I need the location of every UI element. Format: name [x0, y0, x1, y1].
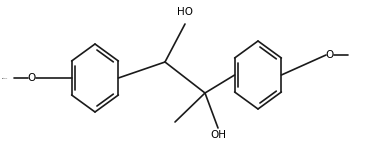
- Text: HO: HO: [177, 7, 193, 17]
- Text: methoxy: methoxy: [2, 77, 8, 79]
- Text: O: O: [326, 50, 334, 60]
- Text: O: O: [28, 73, 36, 83]
- Text: OH: OH: [210, 130, 226, 140]
